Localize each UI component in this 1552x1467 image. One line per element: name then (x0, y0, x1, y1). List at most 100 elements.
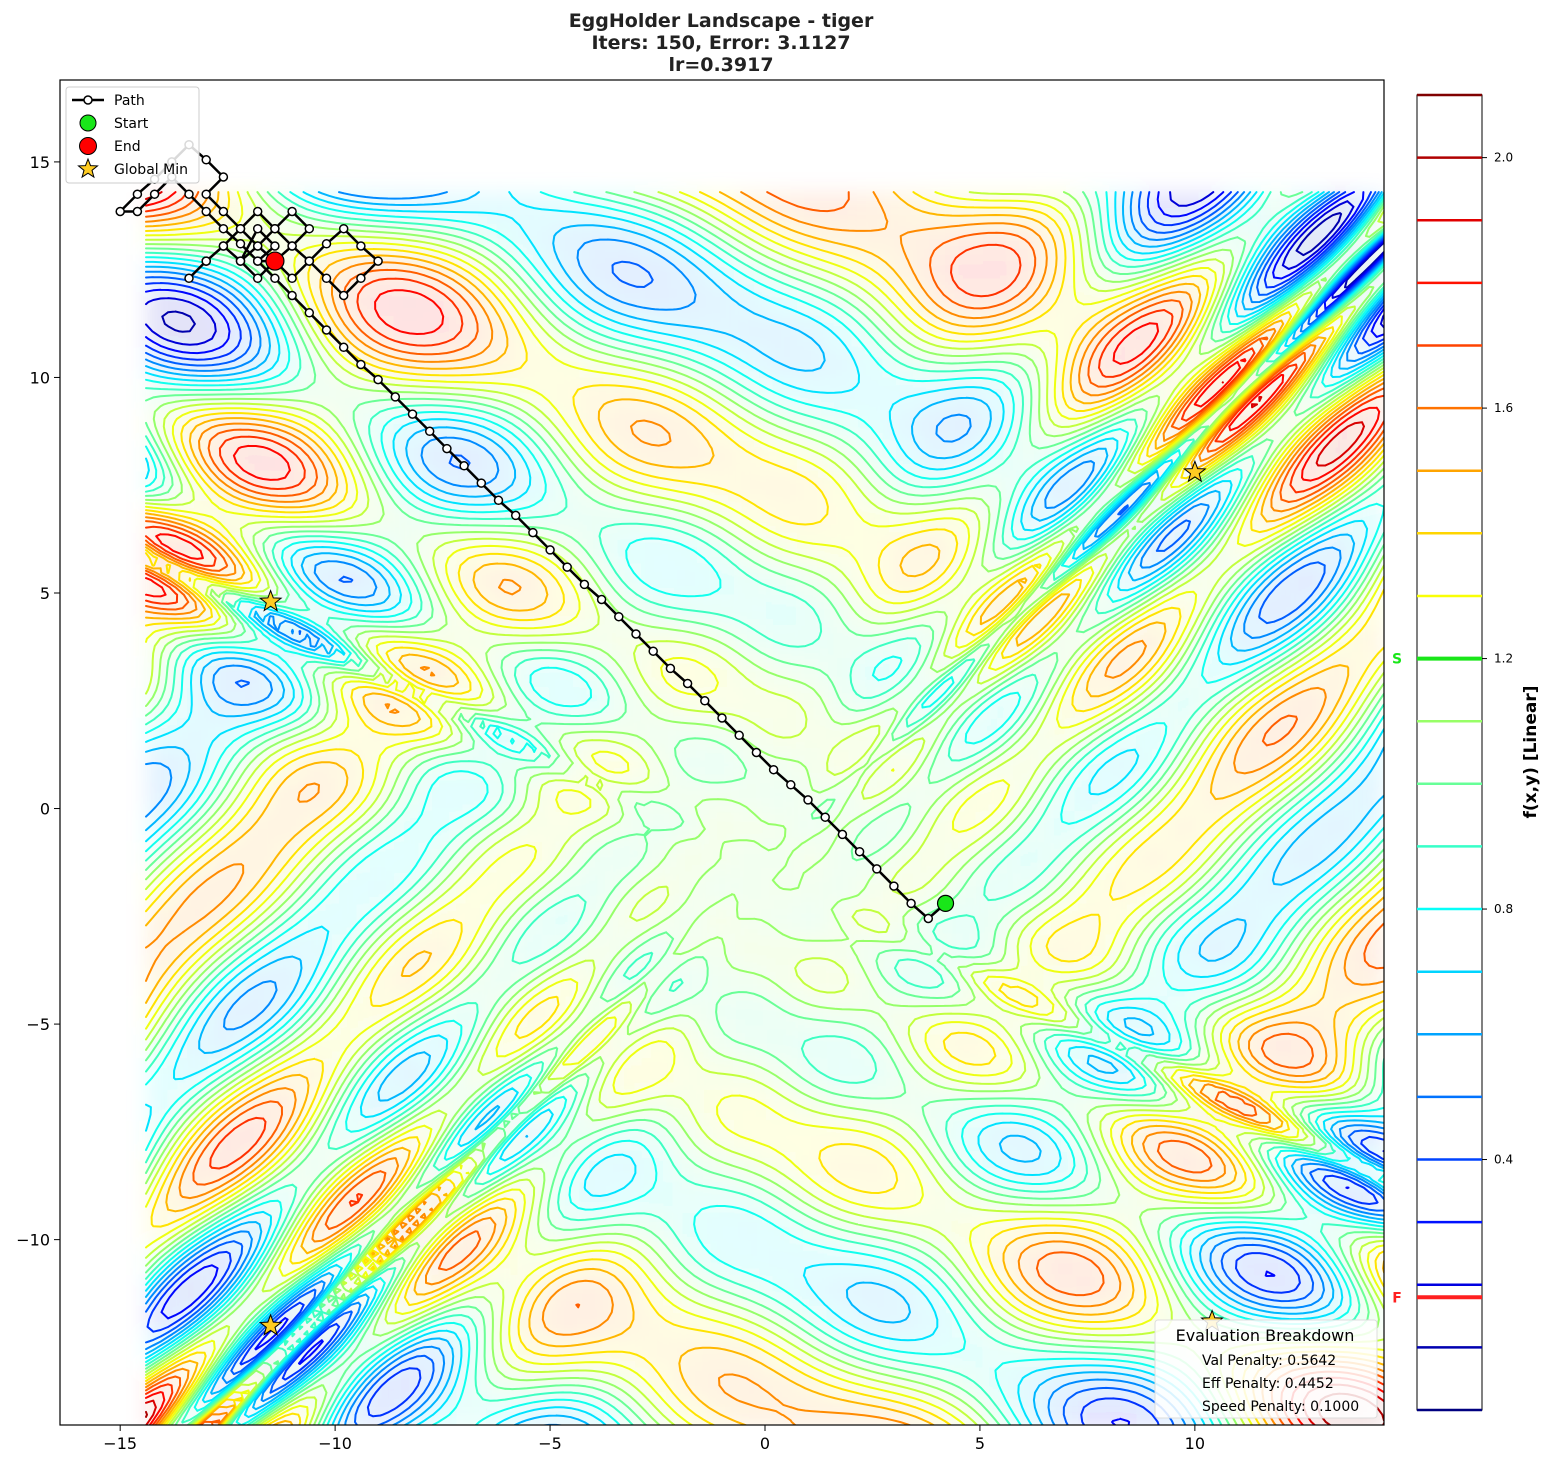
background-cell (610, 811, 642, 843)
background-cell (703, 347, 735, 379)
background-cell (177, 934, 209, 966)
background-cell (456, 625, 488, 657)
background-cell (765, 842, 797, 874)
background-cell (1075, 873, 1107, 905)
background-cell (858, 409, 890, 441)
background-cell (610, 934, 642, 966)
background-cell (703, 873, 735, 905)
background-cell (239, 811, 271, 843)
background-cell (703, 934, 735, 966)
background-cell (858, 192, 890, 224)
background-cell (1075, 656, 1107, 688)
background-cell (827, 563, 859, 595)
background-cell (1013, 347, 1045, 379)
background-cell (1198, 842, 1230, 874)
background-cell (982, 223, 1014, 255)
background-cell (982, 1027, 1014, 1059)
background-cell (1322, 811, 1354, 843)
plot-area (60, 80, 1385, 1430)
background-cell (796, 1027, 828, 1059)
background-cell (827, 285, 859, 317)
background-cell (1044, 842, 1076, 874)
background-cell (486, 749, 518, 781)
background-cell (456, 904, 488, 936)
background-cell (765, 904, 797, 936)
background-cell (734, 811, 766, 843)
background-cell (703, 594, 735, 626)
background-cell (270, 347, 302, 379)
background-cell (703, 471, 735, 503)
background-cell (734, 749, 766, 781)
background-cell (517, 625, 549, 657)
background-cell (610, 501, 642, 533)
background-cell (703, 409, 735, 441)
background-cell (1291, 965, 1323, 997)
background-cell (951, 409, 983, 441)
background-cell (920, 1027, 952, 1059)
background-cell (734, 873, 766, 905)
background-cell (579, 842, 611, 874)
background-cell (827, 254, 859, 286)
background-cell (517, 347, 549, 379)
background-cell (734, 316, 766, 348)
background-cell (703, 501, 735, 533)
background-cell (951, 316, 983, 348)
background-cell (548, 904, 580, 936)
background-cell (889, 223, 921, 255)
background-cell (517, 934, 549, 966)
background-cell (1229, 811, 1261, 843)
background-cell (703, 749, 735, 781)
background-cell (208, 687, 240, 719)
background-cell (486, 1027, 518, 1059)
background-cell (270, 656, 302, 688)
background-cell (301, 873, 333, 905)
background-cell (982, 254, 1014, 286)
background-cell (858, 563, 890, 595)
background-cell (177, 904, 209, 936)
background-cell (858, 625, 890, 657)
background-cell (672, 285, 704, 317)
background-cell (425, 532, 457, 564)
background-cell (796, 780, 828, 812)
background-cell (951, 378, 983, 410)
background-cell (920, 254, 952, 286)
background-cell (858, 718, 890, 750)
background-cell (1044, 749, 1076, 781)
background-cell (1044, 996, 1076, 1028)
background-cell (827, 223, 859, 255)
background-cell (672, 316, 704, 348)
chart-title-line-3: lr=0.3917 (668, 54, 773, 76)
background-cell (425, 811, 457, 843)
background-cell (1167, 811, 1199, 843)
background-cell (425, 873, 457, 905)
background-cell (425, 780, 457, 812)
background-cell (610, 471, 642, 503)
background-cell (827, 471, 859, 503)
background-cell (146, 780, 178, 812)
background-cell (734, 687, 766, 719)
background-cell (548, 656, 580, 688)
background-cell (765, 965, 797, 997)
background-cell (146, 718, 178, 750)
background-cell (1291, 687, 1323, 719)
background-cell (239, 749, 271, 781)
background-cell (920, 842, 952, 874)
background-cell (827, 625, 859, 657)
background-cell (363, 285, 395, 317)
background-cell (1260, 811, 1292, 843)
background-cell (982, 718, 1014, 750)
background-cell (239, 440, 271, 472)
background-cell (672, 687, 704, 719)
background-cell (1198, 625, 1230, 657)
background-cell (951, 285, 983, 317)
background-cell (734, 254, 766, 286)
background-cell (1229, 532, 1261, 564)
background-cell (456, 842, 488, 874)
background-cell (1167, 842, 1199, 874)
background-cell (1322, 656, 1354, 688)
background-cell (456, 285, 488, 317)
background-cell (301, 934, 333, 966)
background-cell (827, 1027, 859, 1059)
background-cell (394, 996, 426, 1028)
